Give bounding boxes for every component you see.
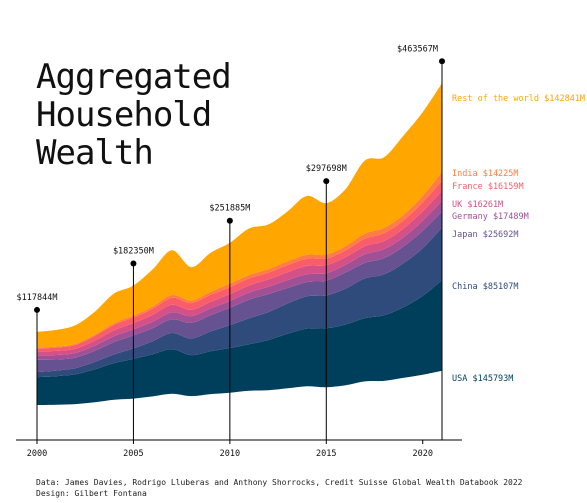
total-markers: $117844M $182350M $251885M $297698M $463567M — [17, 44, 445, 440]
area-layers — [37, 83, 442, 405]
area-usa — [37, 280, 442, 405]
total-marker-dot — [226, 217, 233, 224]
title-line-3: Wealth — [36, 133, 154, 173]
source-note: Data: James Davies, Rodrigo Lluberas and… — [36, 478, 523, 487]
x-tick-label: 2020 — [412, 449, 432, 459]
chart-title: Aggregated Household Wealth — [36, 57, 232, 173]
total-marker-dot — [323, 178, 330, 185]
total-marker-dot — [130, 260, 137, 267]
x-tick-label: 2000 — [27, 449, 47, 459]
series-labels: USA $145793M China $85107M Japan $25692M Ge… — [452, 94, 585, 384]
series-label-france: France $16159M — [452, 182, 524, 192]
area-rest-of-the-world — [37, 83, 442, 348]
x-tick-label: 2015 — [316, 449, 336, 459]
title-line-2: Household — [36, 95, 212, 135]
x-tick-label: 2010 — [220, 449, 240, 459]
x-axis: 2000 2005 2010 2015 2020 — [16, 439, 462, 459]
series-label-germany: Germany $17489M — [452, 212, 529, 222]
total-label: $117844M — [17, 293, 58, 303]
title-line-1: Aggregated — [36, 57, 232, 97]
series-label-rest-of-the-world: Rest of the world $142841M — [452, 94, 585, 104]
series-label-india: India $14225M — [452, 169, 519, 179]
total-marker-dot — [439, 58, 445, 65]
series-label-uk: UK $16261M — [452, 200, 503, 210]
series-label-china: China $85107M — [452, 282, 519, 292]
x-tick-label: 2005 — [123, 449, 143, 459]
total-label: $182350M — [113, 247, 154, 257]
total-label: $297698M — [306, 164, 347, 174]
total-marker-dot — [34, 306, 40, 313]
total-label: $251885M — [209, 204, 250, 214]
design-credit: Design: Gilbert Fontana — [36, 489, 147, 498]
area-china — [37, 227, 442, 378]
total-label: $463567M — [397, 44, 438, 54]
series-label-japan: Japan $25692M — [452, 230, 519, 240]
series-label-usa: USA $145793M — [452, 374, 513, 384]
